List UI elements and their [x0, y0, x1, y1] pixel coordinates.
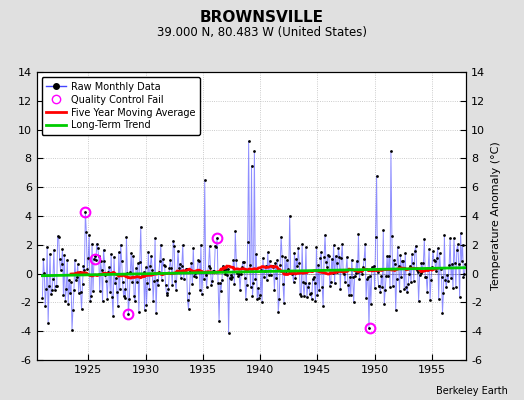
Text: BROWNSVILLE: BROWNSVILLE: [200, 10, 324, 25]
Text: Berkeley Earth: Berkeley Earth: [436, 386, 508, 396]
Text: 39.000 N, 80.483 W (United States): 39.000 N, 80.483 W (United States): [157, 26, 367, 39]
Y-axis label: Temperature Anomaly (°C): Temperature Anomaly (°C): [491, 142, 501, 290]
Legend: Raw Monthly Data, Quality Control Fail, Five Year Moving Average, Long-Term Tren: Raw Monthly Data, Quality Control Fail, …: [41, 77, 200, 135]
